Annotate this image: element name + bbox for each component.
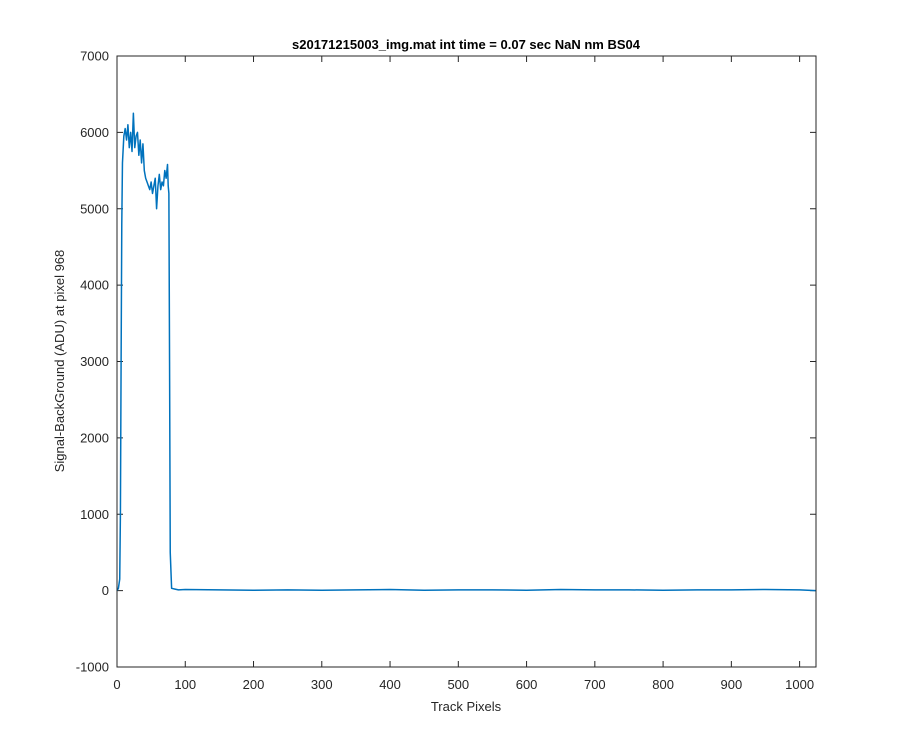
- x-tick-label: 100: [174, 677, 196, 692]
- y-tick-label: -1000: [76, 660, 109, 675]
- y-tick-label: 3000: [80, 354, 109, 369]
- x-tick-label: 300: [311, 677, 333, 692]
- plot-background: [117, 56, 816, 667]
- series-line-1: [116, 112, 817, 592]
- y-tick-label: 5000: [80, 201, 109, 216]
- series-layer: [116, 112, 817, 592]
- y-axis-label: Signal-BackGround (ADU) at pixel 968: [52, 250, 67, 473]
- x-tick-label: 900: [721, 677, 743, 692]
- x-tick-label: 0: [113, 677, 120, 692]
- x-tick-label: 800: [652, 677, 674, 692]
- chart-title: s20171215003_img.mat int time = 0.07 sec…: [292, 37, 641, 52]
- x-tick-label: 700: [584, 677, 606, 692]
- x-tick-label: 500: [447, 677, 469, 692]
- y-tick-label: 2000: [80, 430, 109, 445]
- plot-frame: [116, 55, 817, 668]
- x-axis-label: Track Pixels: [431, 699, 502, 714]
- y-tick-label: 7000: [80, 49, 109, 64]
- y-tick-label: 6000: [80, 125, 109, 140]
- y-tick-label: 1000: [80, 507, 109, 522]
- x-tick-label: 1000: [785, 677, 814, 692]
- tick-labels: 0 100 200 300 400 500 600 700 800 900 1000 -1000 0 10…: [76, 49, 814, 693]
- x-tick-label: 600: [516, 677, 538, 692]
- x-tick-label: 200: [243, 677, 265, 692]
- y-tick-label: 4000: [80, 278, 109, 293]
- x-tick-label: 400: [379, 677, 401, 692]
- y-tick-label: 0: [102, 583, 109, 598]
